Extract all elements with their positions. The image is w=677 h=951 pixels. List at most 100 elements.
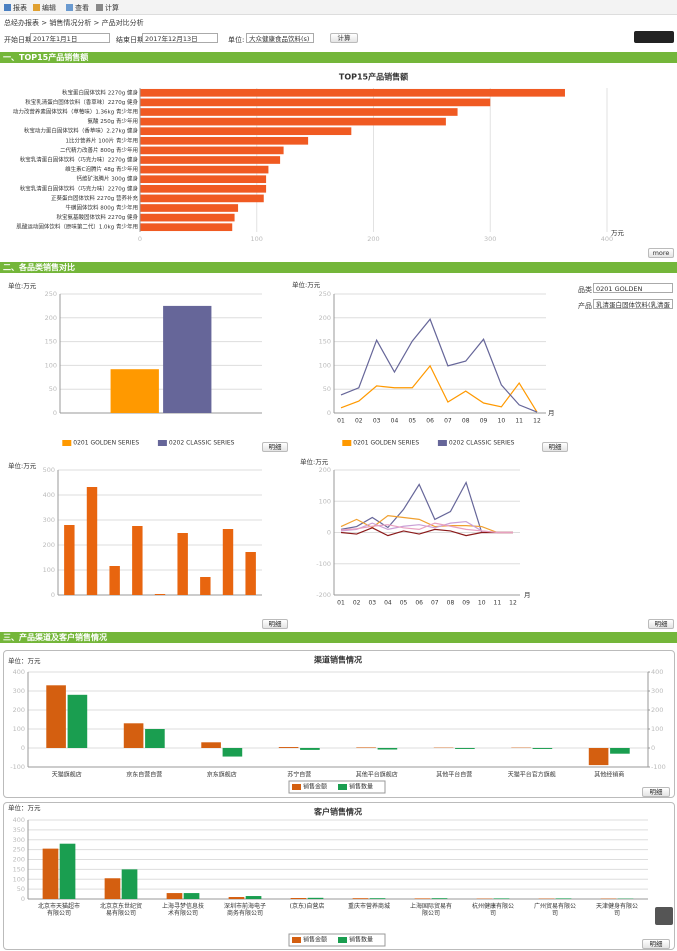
y-tick-label: 150 [319,338,331,346]
bar [145,729,165,748]
x-tick-label: 上海寻梦信息技术有限公司 [162,902,204,917]
legend-swatch [292,784,301,790]
product-select[interactable]: 乳清蛋白固体饮料(乳清蛋 [593,299,673,309]
toolbar-item[interactable]: 计算 [96,3,119,13]
toolbar-label: 编辑 [42,4,56,12]
x-tick-label: 京东自营自营 [126,771,162,779]
y-tick-label: 秋宝氨基酸固体饮料 2270g 健身 [57,213,139,221]
y-tick-label: 50 [49,385,57,393]
bar [123,723,144,748]
x-tick-label: 0 [138,235,142,243]
x-tick-label: 04 [384,600,392,607]
x-tick-label: 03 [368,600,376,607]
bar [300,748,320,750]
x-tick-label: 01 [337,418,345,425]
category-select[interactable]: 0201 GOLDEN SERIES(0 [593,283,673,293]
legend-swatch [338,784,347,790]
x-tick-label: 100 [251,235,263,243]
y-tick-label: 200 [45,314,57,322]
y-tick-label: 100 [319,497,331,505]
scroll-top[interactable] [655,907,673,925]
x-tick-label: 06 [415,600,423,607]
bar [163,305,212,413]
y-tick-label: 300 [13,836,25,844]
toolbar-item[interactable]: 报表 [4,3,27,13]
y-tick-label: 肌酸运动固体饮料（原味第二代）1.0kg 青少年用 [16,223,138,231]
bar [228,897,245,899]
detail-button[interactable]: 明细 [642,787,670,797]
y-tick-label: 正葵蛋白固体饮料 2270g 营养补充 [51,194,138,202]
y-tick-label: 350 [13,826,25,834]
y-tick-label: 400 [13,816,25,824]
y2-tick-label: 400 [651,668,663,676]
icon-bar[interactable] [634,31,674,43]
bar [140,88,565,97]
y-tick-label: 200 [319,466,331,474]
y-axis-label: 单位：万元 [8,656,41,665]
bar [121,869,138,899]
calc-button[interactable]: 计算 [330,33,358,43]
x-tick-label: 02 [353,600,361,607]
y-tick-label: 秋宝乳清蛋白固体饮料（香草味）2270g 健身 [25,98,138,106]
legend-label: 0202 CLASSIC SERIES [449,440,515,447]
y-tick-label: 0 [327,409,331,417]
toolbar-item[interactable]: 查看 [66,3,89,13]
bar [64,525,75,595]
y-tick-label: 150 [13,865,25,873]
chart-title: TOP15产品销售额 [339,72,408,82]
bar [140,194,264,203]
x-tick-label: 04 [391,418,399,425]
y-tick-label: 250 [13,846,25,854]
end-date[interactable]: 2017年12月13日 [142,33,218,43]
x-axis-label: 月 [524,591,531,599]
detail-button[interactable]: 明细 [262,442,288,452]
detail-button[interactable]: 明细 [648,619,674,629]
x-tick-label: 12 [533,418,541,425]
toolbar-label: 计算 [105,4,119,12]
bar [555,898,572,899]
bar [140,165,269,174]
bar [222,748,243,757]
y-tick-label: 0 [21,895,25,903]
panel [3,802,675,950]
bar [104,878,121,899]
legend-swatch [157,440,167,446]
x-tick-label: 天津健身有限公司 [596,902,638,917]
legend-label: 销售数量 [349,936,373,944]
chart-title: 渠道销售情况 [313,655,362,665]
x-tick-label: 08 [462,418,470,425]
line [340,318,538,413]
y-tick-label: 100 [13,875,25,883]
end-label: 结束日期 [116,36,144,44]
bar [278,747,299,748]
bar [532,748,553,749]
start-date[interactable]: 2017年1月1日 [30,33,110,43]
y-tick-label: 0 [51,591,55,599]
y-tick-label: 0 [327,529,331,537]
x-tick-label: 05 [408,418,416,425]
x-tick-label: 01 [337,600,345,607]
bar [245,552,256,595]
panel [3,650,675,798]
legend-label: 销售数量 [349,783,373,791]
detail-button[interactable]: 明细 [642,939,670,949]
y-tick-label: 500 [43,466,55,474]
bar [140,156,281,164]
y-tick-label: 100 [45,361,57,369]
unit-select[interactable]: 大众健康食品饮料(s) [246,33,314,43]
toolbar-item[interactable]: 编辑 [33,3,56,13]
x-tick-label: 300 [484,235,496,243]
bar [200,577,211,595]
y-tick-label: 50 [323,385,331,393]
bar [166,893,183,899]
section-header: 一、TOP15产品销售额 [0,52,677,63]
y-axis-label: 单位:万元 [292,280,321,289]
x-tick-label: 06 [426,418,434,425]
detail-button[interactable]: 明细 [262,619,288,629]
x-tick-label: 07 [431,600,439,607]
y-axis-label: 单位:万元 [8,281,37,290]
more-button[interactable]: more [648,248,674,258]
y-tick-label: 秋宝乳清蛋白固体饮料（巧克力味）2270g 健身 [20,184,139,192]
detail-button[interactable]: 明细 [542,442,568,452]
